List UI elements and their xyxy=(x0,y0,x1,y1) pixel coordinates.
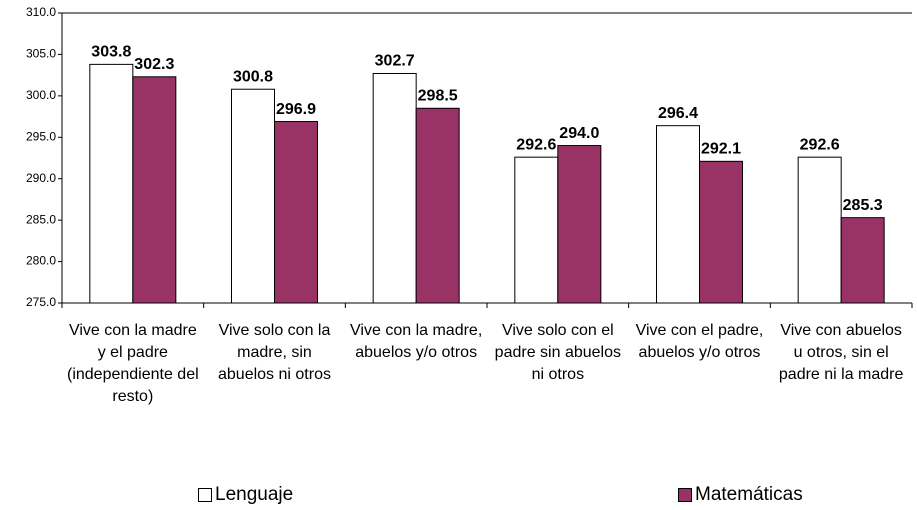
bar xyxy=(231,88,275,304)
legend-swatch xyxy=(678,488,692,502)
legend-label: Lenguaje xyxy=(215,484,294,505)
data-label: 303.8 xyxy=(91,44,131,61)
data-label: 292.1 xyxy=(701,141,741,158)
bar xyxy=(557,145,602,304)
x-tick-label: Vive con la madre, abuelos y/o otros xyxy=(350,322,483,361)
x-tick-label: Vive con abuelos u otros, sin el padre n… xyxy=(778,322,904,383)
data-label: 300.8 xyxy=(233,68,273,85)
data-label: 292.6 xyxy=(800,136,840,153)
y-tick-label: 300.0 xyxy=(26,88,56,102)
y-tick-label: 290.0 xyxy=(26,171,56,185)
legend-item: Matemáticas xyxy=(678,484,803,506)
bar xyxy=(840,217,885,304)
data-label: 294.0 xyxy=(559,125,599,142)
x-tick-label: Vive con el padre, abuelos y/o otros xyxy=(635,322,764,361)
data-label: 296.4 xyxy=(658,105,698,122)
bar xyxy=(514,156,559,304)
y-tick-label: 275.0 xyxy=(26,295,56,309)
bar xyxy=(415,107,460,304)
data-label: 302.7 xyxy=(375,53,415,70)
bar xyxy=(699,160,743,304)
data-label: 296.9 xyxy=(276,101,316,118)
legend-swatch xyxy=(198,488,212,502)
data-label: 302.3 xyxy=(134,56,174,73)
x-tick-label: Vive solo con la madre, sin abuelos ni o… xyxy=(218,322,331,383)
legend-label: Matemáticas xyxy=(695,484,803,505)
legend-item: Lenguaje xyxy=(198,484,293,506)
y-tick-label: 285.0 xyxy=(26,212,56,226)
data-label: 298.5 xyxy=(418,88,458,105)
bar xyxy=(372,72,417,304)
y-tick-label: 295.0 xyxy=(26,129,56,143)
data-label: 285.3 xyxy=(843,197,883,214)
bar xyxy=(656,125,700,304)
bar xyxy=(797,156,842,304)
y-tick-label: 305.0 xyxy=(26,47,56,61)
y-tick-label: 310.0 xyxy=(26,5,56,19)
bar xyxy=(132,76,177,304)
y-tick-label: 280.0 xyxy=(26,254,56,268)
bar xyxy=(274,121,318,304)
data-label: 292.6 xyxy=(516,136,556,153)
bar xyxy=(89,63,134,304)
x-tick-label: Vive con la madre y el padre (independie… xyxy=(66,322,199,405)
x-tick-label: Vive solo con el padre sin abuelos ni ot… xyxy=(494,322,621,383)
